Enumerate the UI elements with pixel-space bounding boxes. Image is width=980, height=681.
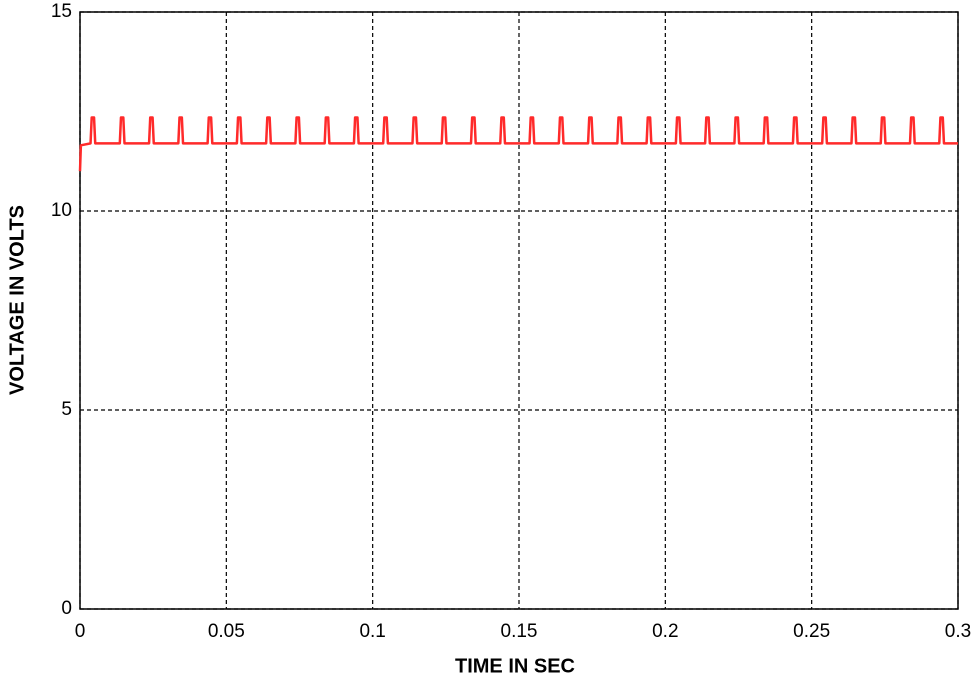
line	[78, 116, 958, 172]
plot-frame	[79, 11, 959, 610]
y-tick-label: 0	[61, 598, 72, 619]
x-tick-label: 0.05	[208, 621, 245, 642]
x-tick-label: 0	[75, 621, 86, 642]
y-tick-label: 5	[61, 399, 72, 420]
x-tick-label: 0.3	[945, 621, 971, 642]
x-tick-label: 0.2	[652, 621, 678, 642]
x-tick-label: 0.1	[359, 621, 385, 642]
x-axis-label: TIME IN SEC	[455, 655, 575, 677]
x-tick-label: 0.15	[501, 621, 538, 642]
x-tick-label: 0.25	[793, 621, 830, 642]
y-axis-label: VOLTAGE IN VOLTS	[6, 205, 28, 395]
y-tick-label: 10	[51, 200, 72, 221]
y-tick-label: 15	[51, 1, 72, 22]
